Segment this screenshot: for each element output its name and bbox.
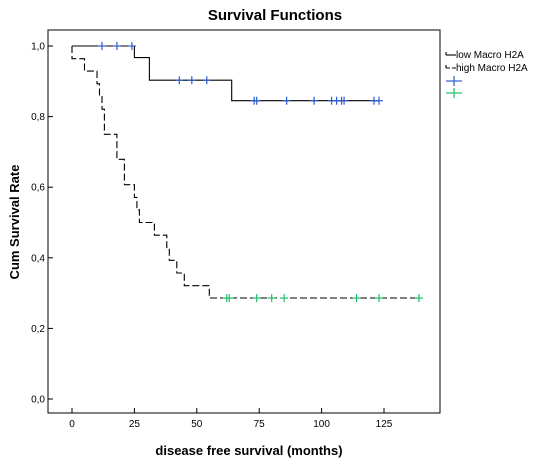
x-axis: 0 25 50 75 100 125 <box>69 408 393 430</box>
legend-label: high Macro H2A <box>456 63 528 74</box>
legend: low Macro H2A high Macro H2A <box>445 50 528 98</box>
survival-curves <box>71 45 419 299</box>
series-line-high <box>71 46 419 299</box>
x-tick-label: 75 <box>254 419 266 430</box>
y-axis-label: Cum Survival Rate <box>7 165 22 280</box>
y-tick-label: 0,2 <box>31 324 45 335</box>
x-tick-label: 50 <box>191 419 203 430</box>
y-tick-label: 0,6 <box>31 183 45 194</box>
censor-marks <box>97 42 423 303</box>
x-tick-label: 125 <box>376 419 393 430</box>
x-axis-label: disease free survival (months) <box>155 443 342 458</box>
plot-frame <box>47 29 441 414</box>
chart-title: Survival Functions <box>208 7 342 24</box>
y-tick-label: 0,8 <box>31 112 45 123</box>
series-line-low <box>72 45 379 102</box>
x-tick-label: 25 <box>129 419 141 430</box>
x-tick-label: 100 <box>313 419 330 430</box>
y-tick-label: 0,4 <box>31 253 45 264</box>
legend-label: low Macro H2A <box>456 50 524 61</box>
y-tick-label: 1,0 <box>31 42 45 53</box>
y-tick-label: 0,0 <box>31 395 45 406</box>
x-tick-label: 0 <box>69 419 75 430</box>
y-axis: 0,0 0,2 0,4 0,6 0,8 1,0 <box>31 42 53 406</box>
